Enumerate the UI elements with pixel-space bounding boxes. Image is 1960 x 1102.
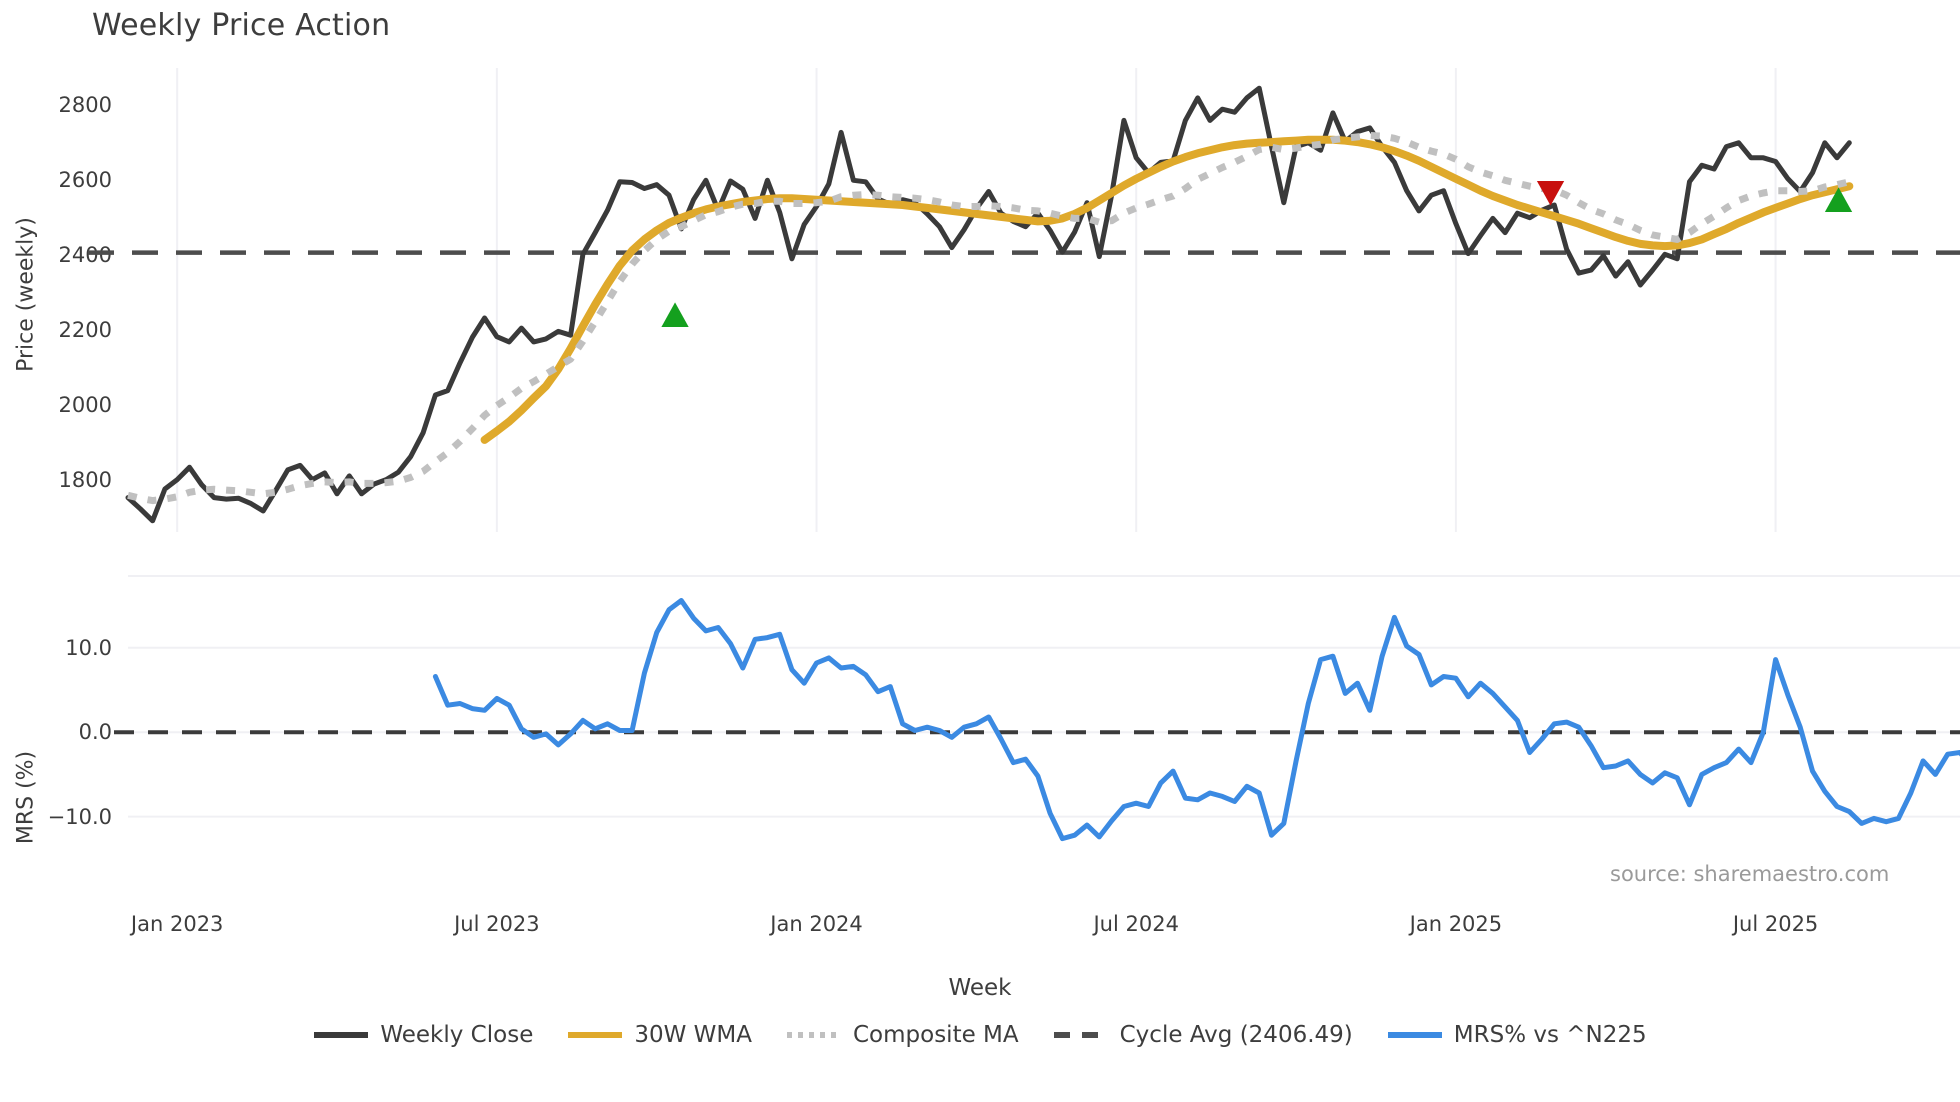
dashed-line-swatch-icon	[1053, 1032, 1108, 1038]
x-tick: Jul 2023	[454, 912, 540, 936]
price-y-tick: 2600	[58, 168, 112, 193]
x-tick: Jan 2023	[130, 912, 224, 936]
grid-layer	[88, 68, 1960, 818]
chart-legend: Weekly Close 30W WMA Composite MA Cycle Avg…	[0, 1022, 1960, 1048]
sell-signal-marker	[1536, 181, 1565, 206]
price-y-tick: 2800	[58, 93, 112, 118]
legend-item-30w-wma[interactable]: 30W WMA	[567, 1022, 752, 1048]
x-tick: Jul 2024	[1093, 912, 1179, 936]
x-tick: Jul 2025	[1732, 912, 1819, 936]
legend-item-weekly-close[interactable]: Weekly Close	[313, 1022, 533, 1048]
line-swatch-icon	[1387, 1032, 1442, 1038]
x-tick: Jan 2024	[770, 912, 863, 936]
series-30w-wma	[480, 135, 1854, 444]
x-axis-label: Week	[948, 975, 1012, 1001]
legend-item-label: MRS% vs ^N225	[1453, 1022, 1647, 1048]
legend-item-label: Composite MA	[852, 1022, 1019, 1048]
mrs-y-tick: 0.0	[78, 720, 112, 745]
legend-item-label: 30W WMA	[634, 1022, 752, 1048]
buy-signal-marker	[1824, 187, 1853, 212]
legend-item-label: Weekly Close	[380, 1022, 534, 1048]
series-mrs-vs-n225	[432, 598, 1960, 842]
legend-item-cycle-avg-2406-49[interactable]: Cycle Avg (2406.49)	[1053, 1022, 1353, 1048]
price-y-tick: 1800	[58, 467, 112, 492]
line-swatch-icon	[314, 1032, 369, 1038]
line-swatch-icon	[568, 1032, 623, 1038]
price-y-tick: 2000	[58, 392, 112, 417]
series-composite-ma	[127, 131, 1851, 505]
legend-item-composite-ma[interactable]: Composite MA	[786, 1022, 1019, 1048]
x-tick: Jan 2025	[1409, 912, 1503, 936]
legend-item-mrs-vs-n225[interactable]: MRS% vs ^N225	[1387, 1022, 1647, 1048]
dotted-line-swatch-icon	[786, 1032, 841, 1038]
mrs-y-tick: −10.0	[47, 804, 112, 829]
series-layer	[125, 85, 1960, 842]
page-title: Weekly Price Action	[92, 8, 391, 43]
price-y-tick: 2400	[58, 243, 112, 268]
legend-item-label: Cycle Avg (2406.49)	[1119, 1022, 1353, 1048]
price-y-tick: 2200	[58, 317, 112, 342]
buy-signal-marker	[661, 302, 689, 327]
marker-layer	[661, 181, 1853, 327]
series-weekly-close	[125, 85, 1852, 524]
source-watermark: source: sharemaestro.com	[1610, 862, 1890, 886]
mrs-y-tick: 10.0	[65, 635, 112, 660]
